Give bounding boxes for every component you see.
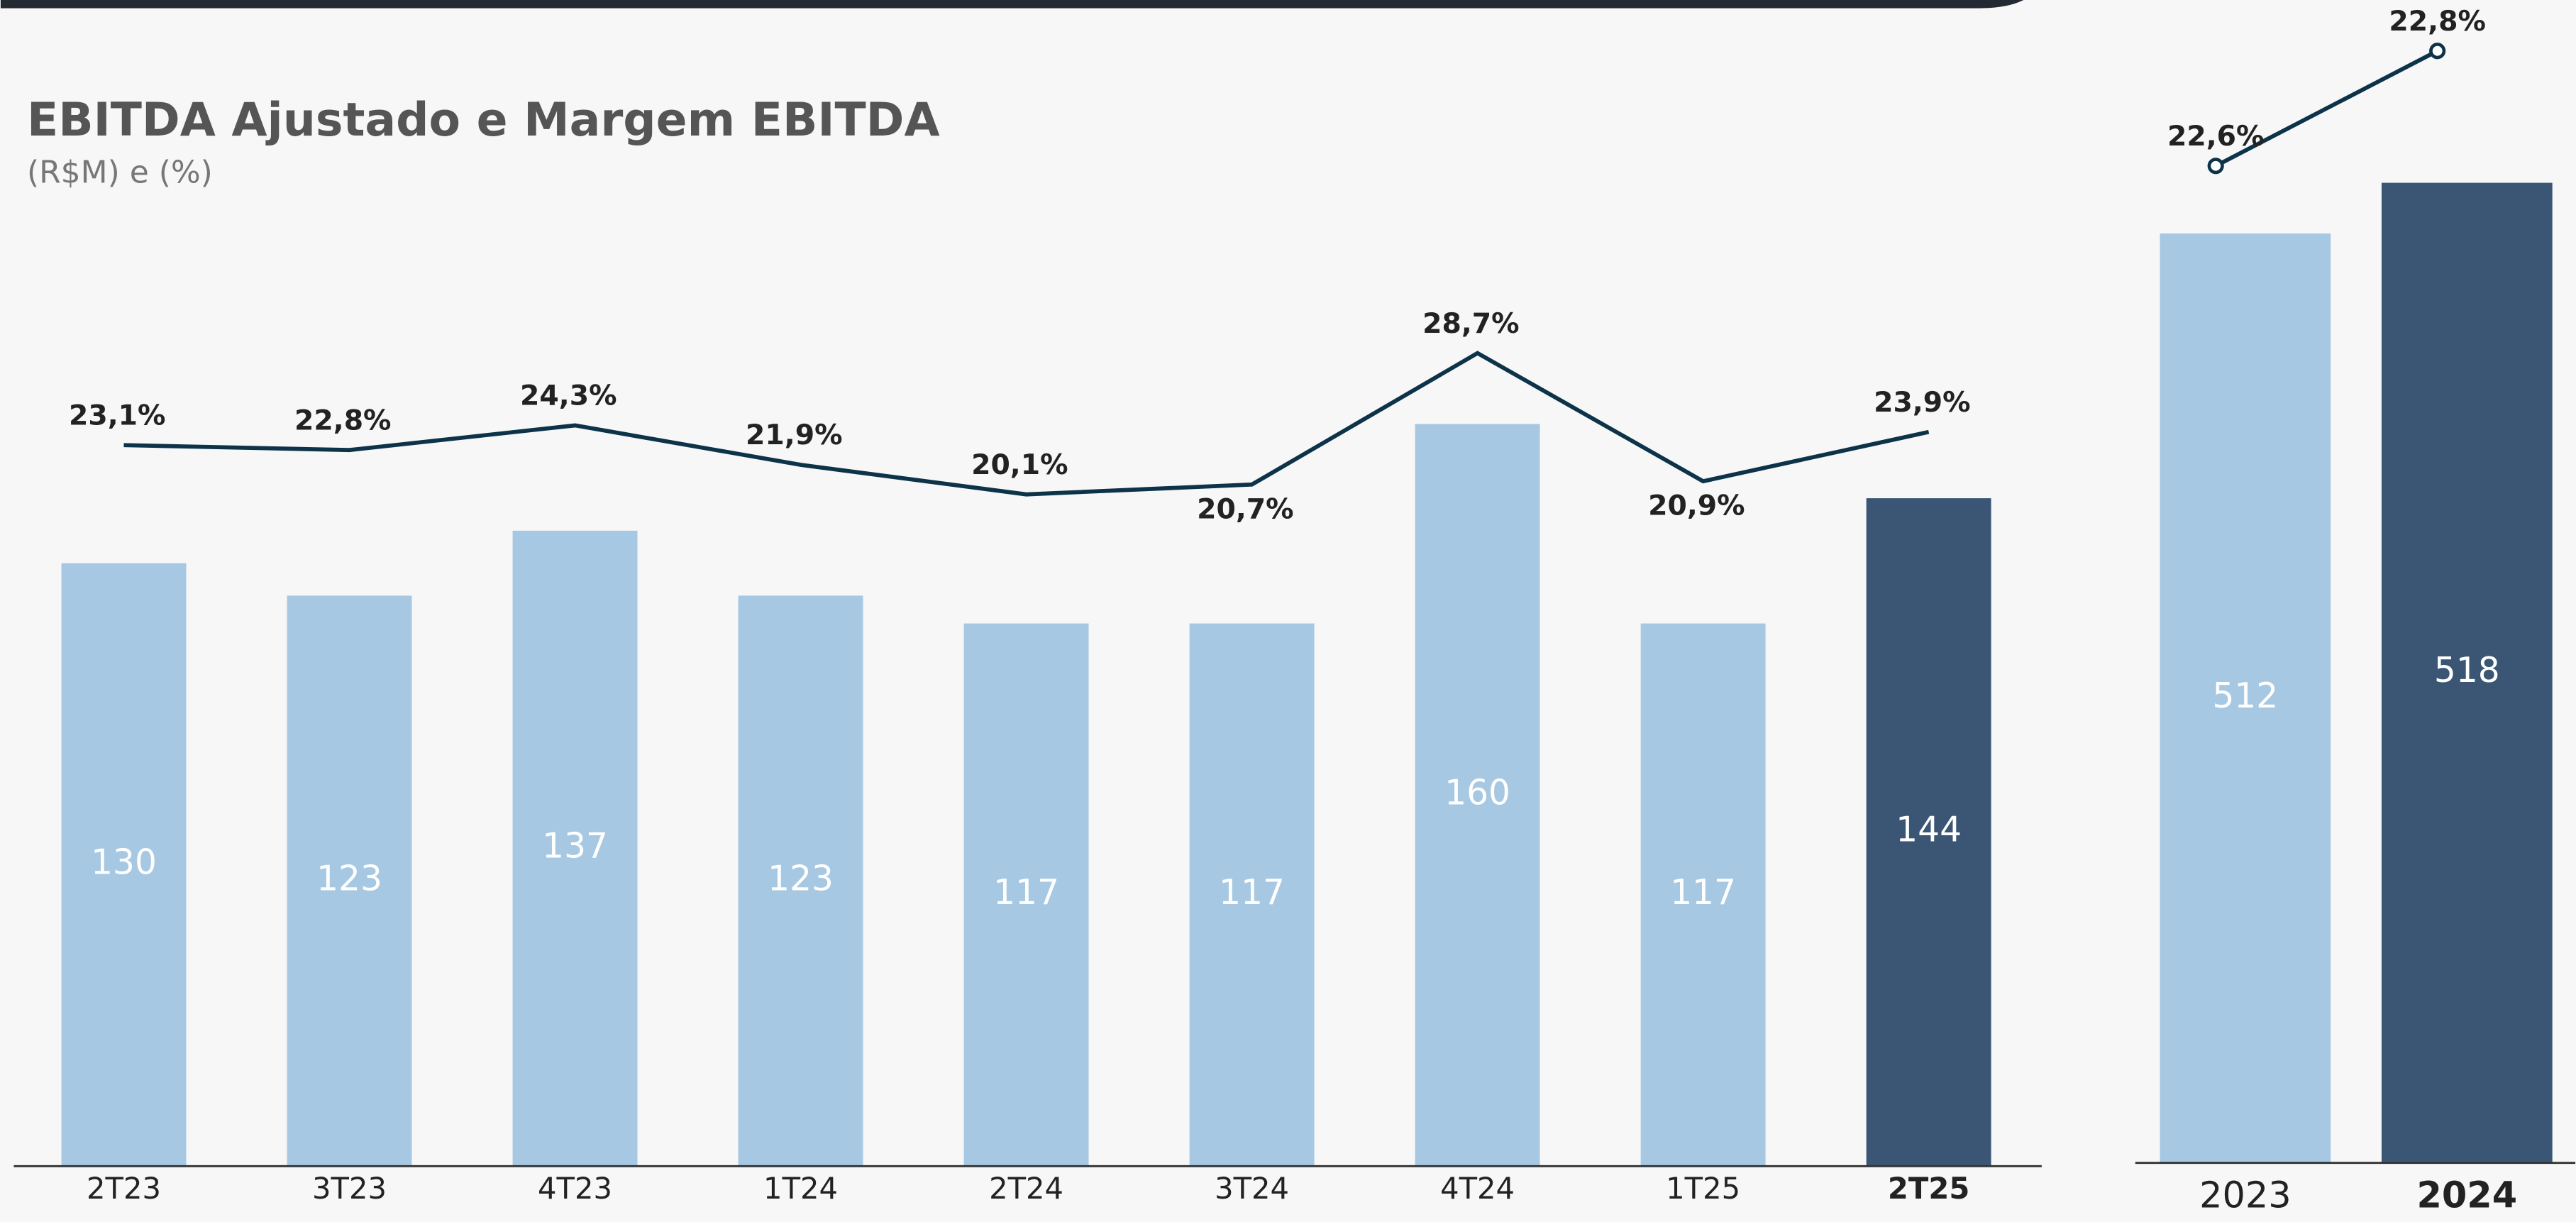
margin-line xyxy=(2214,49,2438,168)
x-tick-label: 1T24 xyxy=(763,1171,838,1206)
top-band xyxy=(0,0,2024,9)
x-tick-label: 2024 xyxy=(2416,1174,2517,1216)
x-tick-label: 1T25 xyxy=(1666,1171,1740,1206)
bar xyxy=(963,623,1089,1167)
chart-title: EBITDA Ajustado e Margem EBITDA xyxy=(27,94,940,147)
bar-value-label: 123 xyxy=(316,859,382,898)
margin-label: 23,1% xyxy=(69,399,165,431)
margin-label: 28,7% xyxy=(1422,307,1519,340)
chart-subtitle: (R$M) e (%) xyxy=(27,154,213,190)
bar xyxy=(2160,233,2331,1163)
bar-value-label: 160 xyxy=(1444,773,1510,813)
bar-value-label: 123 xyxy=(768,859,834,898)
bar-value-label: 117 xyxy=(1670,873,1736,913)
bar-value-label: 144 xyxy=(1896,810,1962,850)
bar xyxy=(738,595,863,1167)
x-tick-label: 3T24 xyxy=(1215,1171,1289,1206)
margin-point xyxy=(2429,43,2446,60)
bar-value-label: 512 xyxy=(2212,676,2278,716)
bar-value-label: 117 xyxy=(1219,873,1285,913)
margin-label: 21,9% xyxy=(746,419,842,451)
margin-label: 20,1% xyxy=(971,448,1068,481)
margin-label: 22,8% xyxy=(2389,5,2485,38)
bar xyxy=(1640,623,1766,1167)
x-tick-label: 4T24 xyxy=(1440,1171,1515,1206)
bar xyxy=(1189,623,1315,1167)
bar xyxy=(61,563,187,1167)
x-tick-label: 2023 xyxy=(2199,1174,2292,1216)
x-tick-label: 2T23 xyxy=(87,1171,161,1206)
margin-label: 20,9% xyxy=(1648,490,1745,522)
margin-point xyxy=(2207,158,2224,175)
margin-label: 22,8% xyxy=(294,404,391,436)
margin-label: 23,9% xyxy=(1874,386,1970,419)
x-tick-label: 4T23 xyxy=(538,1171,612,1206)
bar-value-label: 518 xyxy=(2434,651,2500,690)
bar-value-label: 117 xyxy=(993,873,1059,913)
bar xyxy=(1415,424,1540,1167)
x-tick-label: 3T23 xyxy=(312,1171,387,1206)
bar xyxy=(1866,498,1991,1167)
bar-value-label: 137 xyxy=(542,827,608,866)
bar xyxy=(512,530,638,1167)
bar-value-label: 130 xyxy=(91,842,157,882)
margin-line xyxy=(123,351,1930,497)
margin-label: 22,6% xyxy=(2167,120,2264,153)
x-tick-label: 2T25 xyxy=(1888,1171,1969,1206)
bar xyxy=(2381,182,2553,1163)
margin-label: 20,7% xyxy=(1197,492,1293,525)
margin-label: 24,3% xyxy=(520,380,617,412)
x-tick-label: 2T24 xyxy=(989,1171,1063,1206)
bar xyxy=(287,595,412,1167)
